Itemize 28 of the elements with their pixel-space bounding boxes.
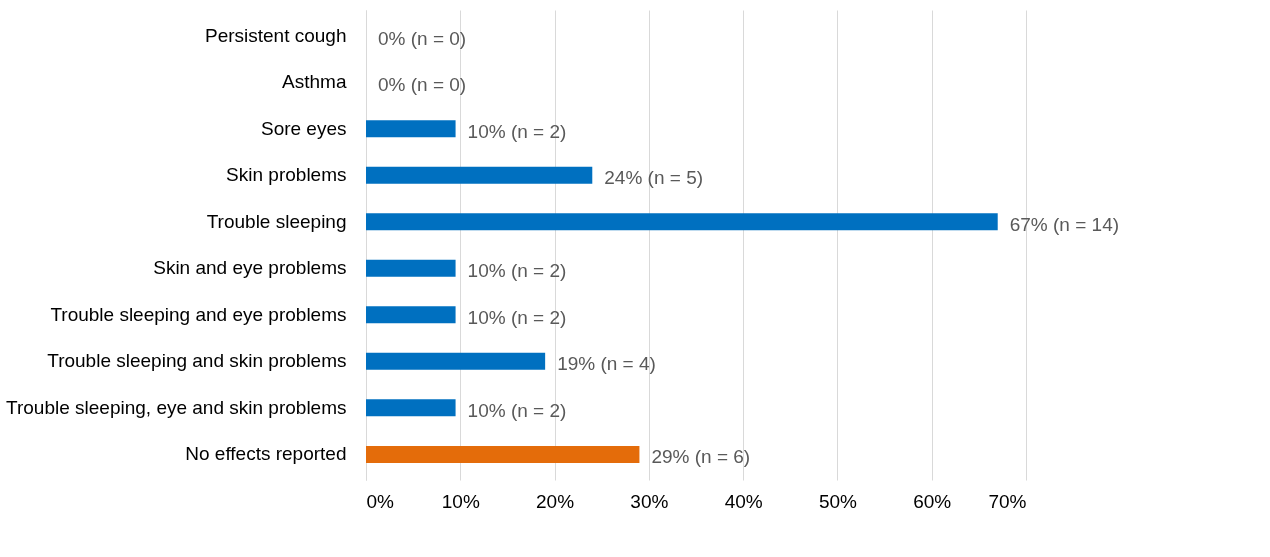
data-label: 24% (n = 5) bbox=[604, 167, 704, 189]
data-label: 0% (n = 0) bbox=[378, 27, 467, 49]
data-label: 0% (n = 0) bbox=[378, 74, 467, 96]
x-tick-label: 20% bbox=[536, 490, 575, 512]
data-label: 10% (n = 2) bbox=[467, 260, 567, 282]
y-tick-label: Asthma bbox=[282, 71, 347, 93]
x-tick-label: 10% bbox=[441, 490, 480, 512]
x-tick-label: 0% bbox=[366, 490, 395, 512]
data-label: 10% (n = 2) bbox=[467, 399, 567, 421]
y-tick-label: Trouble sleeping and eye problems bbox=[50, 303, 347, 325]
data-label: 10% (n = 2) bbox=[467, 306, 567, 328]
x-tick-label: 40% bbox=[724, 490, 763, 512]
data-label: 10% (n = 2) bbox=[467, 120, 567, 142]
x-tick-label: 50% bbox=[818, 490, 858, 512]
x-tick-label: 60% bbox=[913, 490, 952, 512]
y-tick-label: Trouble sleeping, eye and skin problems bbox=[6, 396, 347, 418]
x-tick-label: 30% bbox=[630, 490, 669, 512]
y-tick-label: Persistent cough bbox=[204, 24, 347, 46]
y-tick-label: Sore eyes bbox=[260, 117, 347, 139]
data-label: 29% (n = 6) bbox=[651, 446, 751, 468]
y-tick-label: Skin and eye problems bbox=[153, 257, 347, 279]
data-label: 67% (n = 14) bbox=[1009, 213, 1120, 235]
data-label: 19% (n = 4) bbox=[557, 353, 656, 375]
y-tick-label: No effects reported bbox=[185, 443, 347, 465]
y-tick-label: Trouble sleeping and skin problems bbox=[47, 350, 347, 372]
y-tick-label: Skin problems bbox=[226, 164, 347, 186]
y-tick-label: Trouble sleeping bbox=[206, 210, 347, 232]
x-tick-label: 70% bbox=[988, 490, 1027, 512]
